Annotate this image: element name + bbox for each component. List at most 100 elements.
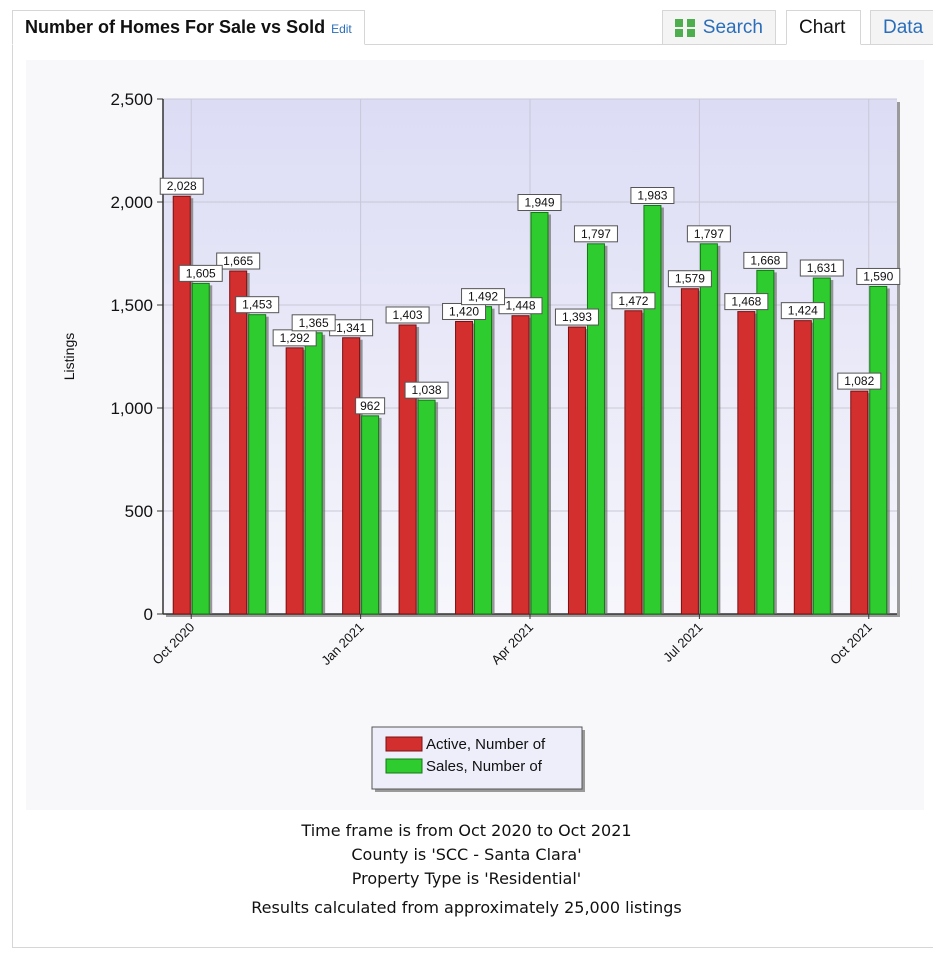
bar-sales [417,399,436,615]
chart-title: Number of Homes For Sale vs Sold [25,17,326,37]
caption-county: County is 'SCC - Santa Clara' [351,845,582,864]
data-label-box [667,270,712,288]
data-label-active: 1,424 [788,304,818,318]
data-label-box [573,225,618,243]
data-label-box [611,292,656,310]
bar-active [285,347,304,615]
data-label-active: 2,028 [167,179,197,193]
caption-timeframe: Time frame is from Oct 2020 to Oct 2021 [301,821,632,840]
bar-sales [756,269,775,615]
bar-active [793,320,812,615]
tab-data-label: Data [883,16,924,38]
data-label-box [404,381,449,399]
bar-sales [474,306,493,615]
data-label-sales: 1,605 [186,266,216,280]
x-tick-label: Jul 2021 [660,620,705,665]
y-tick-label: 500 [125,502,153,521]
caption-results: Results calculated from approximately 25… [251,898,682,917]
data-label-sales: 1,590 [863,269,893,283]
bar-sales [191,282,210,615]
data-label-active: 1,468 [731,295,761,309]
data-label-box [856,267,901,285]
tab-search[interactable]: Search [662,10,776,45]
data-label-box [178,264,223,282]
bar-active [398,324,417,615]
x-tick-label: Apr 2021 [488,620,536,668]
data-label-sales: 1,631 [807,261,837,275]
data-label-sales: 1,365 [299,316,329,330]
data-label-active: 1,579 [675,272,705,286]
data-label-active: 1,472 [618,294,648,308]
tab-data[interactable]: Data [870,10,933,45]
tab-search-label: Search [702,16,763,38]
data-label-box [216,252,261,270]
x-tick-label: Oct 2020 [149,620,197,668]
y-axis-label: Listings [61,333,77,380]
data-label-box [554,308,599,326]
data-label-sales: 1,797 [581,227,611,241]
bar-active [455,320,474,615]
data-label-box [461,288,506,306]
data-label-box [743,251,788,269]
bar-sales [699,243,718,615]
bar-sales [248,314,267,615]
data-label-box [837,372,882,390]
tab-chart[interactable]: Chart [786,10,861,45]
data-label-box [780,302,825,320]
bar-active [172,195,191,615]
legend-label-active: Active, Number of [426,736,546,753]
data-label-box [724,293,769,311]
data-label-box [235,296,280,314]
bar-sales [530,212,549,615]
data-label-active: 1,420 [449,304,479,318]
y-tick-label: 0 [144,605,153,624]
legend-swatch-active [385,736,423,752]
bar-sales [869,285,888,615]
bar-sales [812,277,831,615]
bar-active [737,311,756,615]
bar-active [850,390,869,615]
data-label-active: 1,341 [336,321,366,335]
x-tick-label: Jan 2021 [318,620,366,668]
y-tick-label: 1,000 [110,399,153,418]
y-tick-label: 1,500 [110,296,153,315]
data-label-sales: 1,797 [694,227,724,241]
data-label-sales: 1,492 [468,290,498,304]
bar-active [342,337,361,615]
data-label-sales: 1,038 [412,383,442,397]
data-label-box [291,314,336,332]
data-label-sales: 1,983 [637,189,667,203]
data-label-active: 1,082 [844,374,874,388]
bar-active [567,326,586,615]
data-label-active: 1,292 [280,331,310,345]
data-label-box [799,259,844,277]
data-label-box [159,177,204,195]
data-label-active: 1,448 [505,299,535,313]
bar-active [229,270,248,615]
tab-chart-label: Chart [799,16,846,38]
data-label-sales: 1,949 [524,196,554,210]
x-tick-label: Oct 2021 [827,620,875,668]
data-label-sales: 962 [360,399,380,413]
data-label-active: 1,403 [393,308,423,322]
bar-active [680,288,699,615]
bar-sales [361,415,380,615]
chart-title-tab: Number of Homes For Sale vs Sold Edit [12,10,365,45]
y-tick-label: 2,000 [110,193,153,212]
data-label-active: 1,665 [223,254,253,268]
caption-property-type: Property Type is 'Residential' [351,869,582,888]
data-label-sales: 1,668 [750,253,780,267]
legend-swatch-sales [385,758,423,774]
edit-link[interactable]: Edit [331,22,352,36]
bar-active [511,315,530,615]
bar-sales [304,332,323,615]
y-tick-label: 2,500 [110,90,153,109]
data-label-box [517,194,562,212]
data-label-box [630,187,675,205]
data-label-box [355,397,386,415]
legend-label-sales: Sales, Number of [426,758,543,775]
data-label-box [686,225,731,243]
bar-sales [643,205,662,615]
bar-sales [586,243,605,615]
